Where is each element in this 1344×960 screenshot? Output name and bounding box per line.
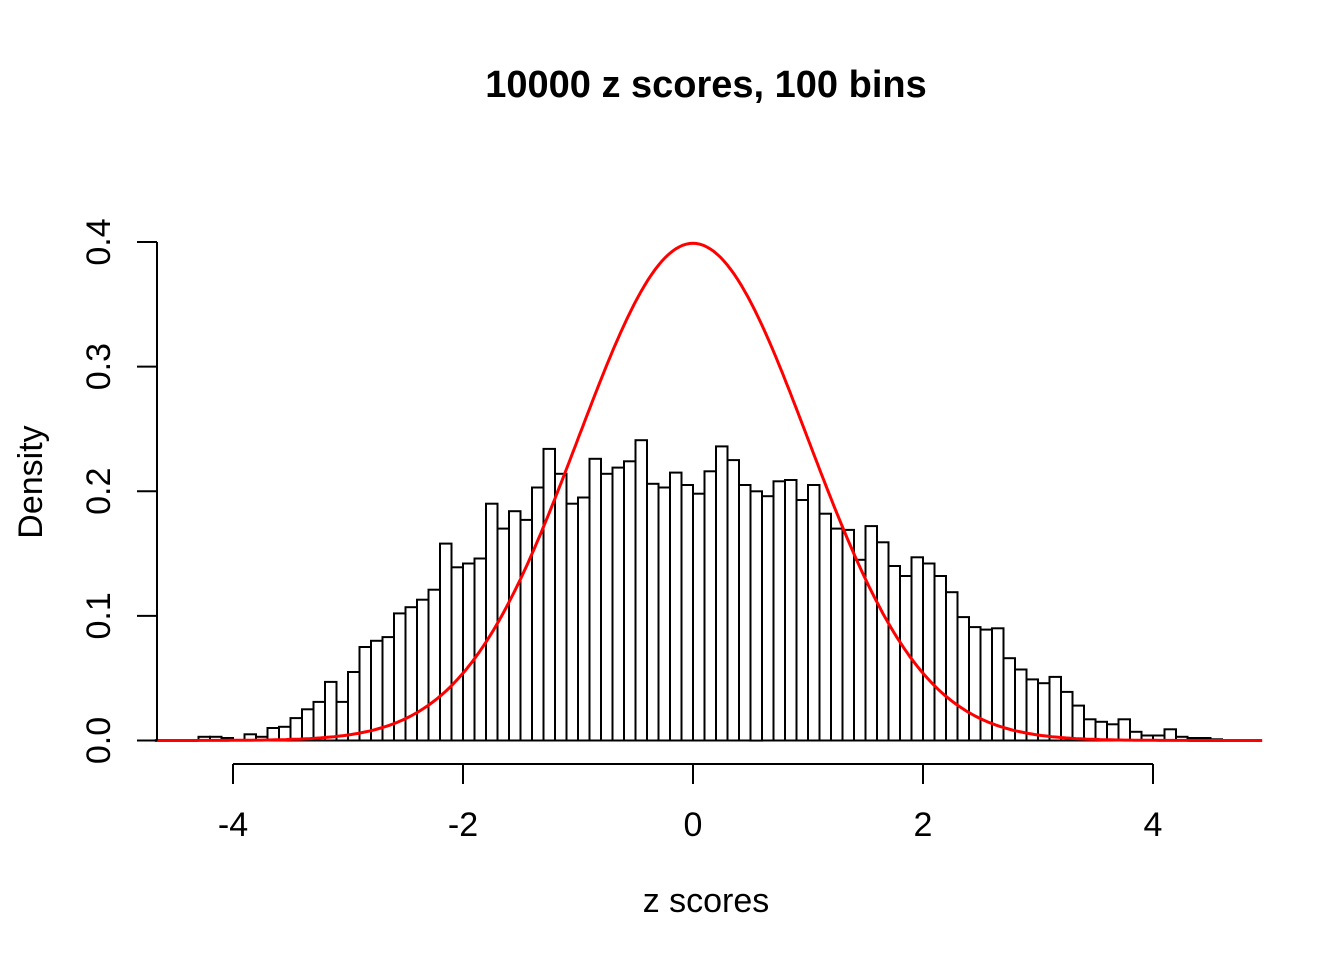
histogram-bars: [197, 439, 1223, 742]
histogram-bar: [761, 495, 775, 742]
chart-title: 10000 z scores, 100 bins: [485, 64, 927, 106]
histogram-bar: [968, 626, 982, 742]
histogram-bar: [565, 502, 579, 742]
y-axis-label: Density: [12, 425, 50, 538]
histogram-bar: [485, 502, 499, 742]
normal-curve-line: [154, 241, 1263, 742]
histogram-bar: [554, 472, 568, 742]
histogram-bar: [312, 700, 326, 742]
histogram-bar: [726, 459, 740, 742]
y-tick-label: 0.1: [80, 592, 118, 639]
histogram-bar: [427, 588, 441, 742]
histogram-bar: [600, 472, 614, 742]
histogram-bar: [1106, 723, 1120, 742]
y-tick-label: 0.2: [80, 468, 118, 515]
histogram-bar: [1083, 718, 1097, 742]
x-tick-label: -4: [218, 806, 248, 844]
histogram-bar: [324, 680, 338, 742]
x-tick-label: 2: [914, 806, 933, 844]
histogram-bar: [864, 525, 878, 742]
histogram-bar: [370, 639, 384, 742]
histogram-bar: [795, 499, 809, 742]
histogram-bar: [749, 490, 763, 742]
histogram-bar: [853, 558, 867, 742]
histogram-bar: [439, 542, 453, 742]
x-axis: -4 -2 0 2 4: [218, 763, 1163, 844]
histogram-bar: [1094, 720, 1108, 742]
histogram-bar: [1060, 690, 1074, 742]
histogram-bar: [910, 556, 924, 742]
histogram-bar: [508, 510, 522, 742]
histogram-bar: [1117, 718, 1131, 742]
histogram-bar: [462, 562, 476, 742]
y-axis: 0.0 0.1 0.2 0.3 0.4: [80, 218, 158, 764]
histogram-bar: [876, 541, 890, 742]
histogram-bar: [669, 471, 683, 742]
histogram-bar: [496, 527, 510, 742]
histogram-bar: [841, 528, 855, 742]
histogram-bar: [680, 484, 694, 742]
histogram-bar: [289, 717, 303, 742]
histogram-bar: [692, 492, 706, 742]
histogram-bar: [542, 447, 556, 742]
histogram-bar: [738, 484, 752, 742]
histogram-bar: [715, 445, 729, 742]
histogram-bar: [887, 565, 901, 742]
histogram-bar: [358, 646, 372, 742]
histogram-bar: [945, 591, 959, 742]
histogram-bar: [634, 439, 648, 742]
x-tick-label: 4: [1144, 806, 1163, 844]
histogram-bar: [922, 562, 936, 742]
histogram-bar: [416, 598, 430, 742]
histogram-bar: [772, 480, 786, 742]
histogram-bar: [577, 496, 591, 742]
y-tick-label: 0.0: [80, 717, 118, 764]
histogram-bar: [830, 527, 844, 742]
histogram-bar: [657, 486, 671, 742]
histogram-bar: [646, 482, 660, 742]
histogram-bar: [450, 566, 464, 742]
x-tick-label: 0: [684, 806, 703, 844]
histogram-bar: [588, 457, 602, 742]
histogram-bar: [1037, 682, 1051, 742]
histogram-bar: [784, 479, 798, 742]
histogram-bar: [531, 486, 545, 742]
y-tick-label: 0.4: [80, 218, 118, 265]
histogram-bar: [404, 606, 418, 742]
histogram-bar: [933, 575, 947, 742]
histogram-bar: [807, 484, 821, 742]
y-tick-label: 0.3: [80, 343, 118, 390]
histogram-bar: [623, 460, 637, 742]
histogram-bar: [1163, 728, 1177, 742]
histogram-bar: [1025, 678, 1039, 742]
histogram-bar: [301, 708, 315, 742]
x-axis-label: z scores: [643, 882, 770, 920]
histogram-bar: [1048, 675, 1062, 742]
x-tick-label: -2: [448, 806, 478, 844]
histogram-bar: [1071, 704, 1085, 742]
histogram-bar: [703, 470, 717, 742]
histogram-bar: [347, 671, 361, 742]
histogram-bar: [956, 616, 970, 742]
histogram-bar: [818, 512, 832, 742]
histogram-bar: [519, 518, 533, 742]
histogram-bar: [611, 466, 625, 742]
